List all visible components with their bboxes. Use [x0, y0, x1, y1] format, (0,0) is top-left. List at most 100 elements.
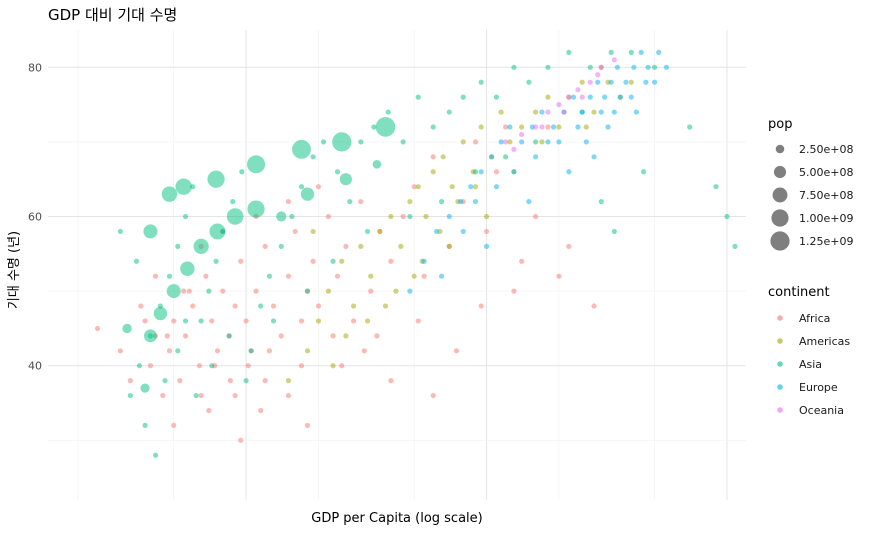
data-point-africa	[533, 213, 539, 220]
data-point-americas	[583, 124, 589, 130]
data-point-asia	[161, 186, 178, 202]
data-point-europe	[550, 124, 557, 130]
data-point-asia	[364, 228, 371, 235]
data-point-asia	[334, 169, 341, 175]
data-point-asia	[502, 154, 509, 160]
size-legend-title: pop	[768, 117, 792, 132]
data-point-europe	[478, 169, 484, 175]
color-legend-label: Americas	[799, 335, 850, 348]
data-point-africa	[556, 273, 562, 279]
data-point-oceania	[561, 109, 567, 115]
data-point-asia	[166, 273, 173, 279]
data-point-africa	[245, 363, 251, 369]
data-point-americas	[325, 288, 332, 294]
data-point-africa	[325, 213, 332, 220]
size-legend-label: 2.50e+08	[799, 143, 853, 156]
data-point-asia	[230, 198, 236, 205]
data-point-asia	[213, 258, 219, 264]
data-point-oceania	[566, 94, 572, 100]
data-point-americas	[430, 169, 436, 175]
data-point-europe	[446, 213, 452, 220]
data-point-africa	[278, 333, 284, 339]
data-point-oceania	[611, 57, 617, 63]
chart-title: GDP 대비 기대 수명	[48, 6, 177, 24]
data-point-americas	[460, 139, 466, 145]
data-point-asia	[608, 49, 614, 55]
data-point-africa	[166, 348, 173, 354]
data-point-africa	[243, 318, 249, 324]
size-legend: pop 2.50e+08 5.00e+08 7.50e+08 1.00e+09 1.25…	[768, 117, 853, 251]
data-point-africa	[304, 422, 311, 428]
data-point-africa	[343, 243, 349, 249]
data-point-europe	[519, 139, 525, 145]
data-point-africa	[421, 273, 427, 279]
data-point-asia	[304, 288, 311, 294]
data-point-africa	[198, 392, 204, 399]
data-point-oceania	[533, 124, 539, 130]
data-point-europe	[438, 273, 445, 279]
data-point-asia	[142, 422, 148, 428]
data-point-africa	[232, 303, 238, 309]
data-point-africa	[196, 363, 203, 369]
data-point-americas	[483, 213, 490, 220]
data-point-europe	[533, 154, 539, 160]
data-point-asia	[587, 64, 593, 70]
data-point-oceania	[511, 146, 517, 152]
data-point-europe	[472, 198, 479, 205]
data-points	[94, 49, 738, 458]
data-point-oceania	[579, 94, 585, 100]
size-legend-key	[771, 209, 789, 227]
data-point-americas	[579, 79, 585, 85]
data-point-europe	[614, 64, 620, 70]
data-point-africa	[94, 325, 101, 332]
grid-lines	[48, 30, 746, 500]
data-point-asia	[332, 132, 352, 152]
data-point-americas	[343, 333, 349, 339]
data-point-europe	[651, 79, 658, 85]
data-point-europe	[556, 139, 562, 145]
data-point-asia	[226, 208, 244, 225]
data-point-africa	[186, 288, 192, 294]
data-point-africa	[285, 392, 292, 399]
data-point-asia	[385, 109, 391, 115]
data-point-africa	[339, 363, 345, 369]
data-point-asia	[193, 238, 209, 254]
data-point-asia	[133, 258, 140, 264]
data-point-africa	[227, 378, 233, 384]
data-point-asia	[687, 124, 693, 130]
data-point-asia	[310, 154, 316, 160]
y-axis-title: 기대 수명 (년)	[7, 231, 22, 309]
data-point-africa	[266, 348, 272, 354]
data-point-africa	[164, 333, 170, 339]
data-point-africa	[292, 228, 298, 235]
data-point-africa	[220, 288, 226, 294]
data-point-americas	[533, 109, 539, 115]
data-point-asia	[247, 155, 266, 174]
data-point-europe	[628, 94, 634, 100]
data-point-americas	[498, 109, 504, 115]
data-point-europe	[602, 94, 608, 100]
data-point-americas	[407, 198, 413, 205]
data-point-asia	[298, 184, 305, 190]
x-axis-title: GDP per Capita (log scale)	[311, 511, 482, 526]
data-point-africa	[182, 333, 189, 339]
data-point-africa	[177, 378, 183, 384]
data-point-africa	[171, 422, 177, 428]
data-point-americas	[423, 213, 429, 220]
data-point-asia	[375, 117, 396, 137]
data-point-asia	[300, 187, 315, 201]
data-point-africa	[262, 243, 268, 249]
data-point-asia	[472, 169, 479, 175]
data-point-americas	[539, 139, 545, 145]
data-point-africa	[511, 288, 517, 294]
data-point-asia	[140, 383, 150, 393]
data-point-oceania	[545, 109, 551, 115]
data-point-asia	[209, 223, 226, 240]
data-point-asia	[226, 333, 232, 339]
data-point-americas	[368, 273, 374, 279]
data-point-africa	[400, 213, 406, 220]
data-point-americas	[415, 184, 421, 190]
data-point-americas	[398, 243, 404, 249]
data-point-africa	[411, 184, 417, 190]
data-point-africa	[430, 154, 436, 160]
